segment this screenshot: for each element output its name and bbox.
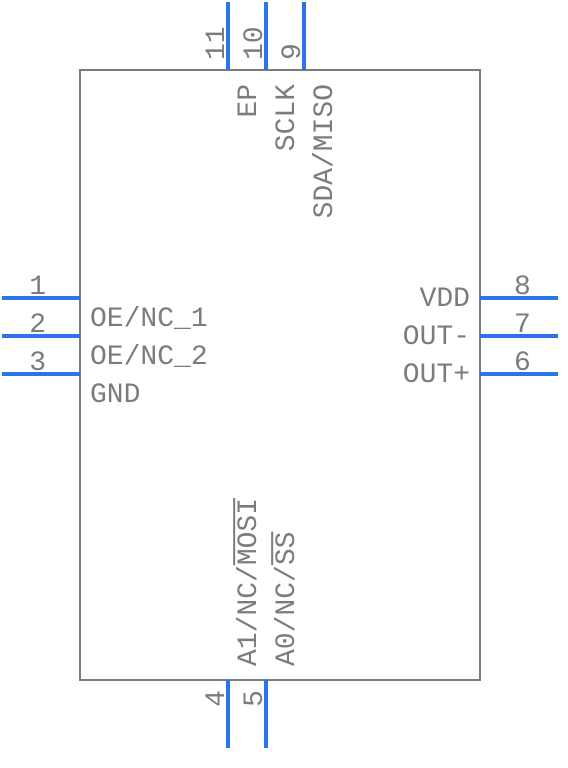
pin-label-2: OE/NC_2 <box>90 342 208 373</box>
pin-label-group-4: A1/NC/MOSI <box>234 498 265 666</box>
pin-number-5: 5 <box>240 690 271 707</box>
pin-number-4: 4 <box>202 690 233 707</box>
pin-label-8: VDD <box>420 284 470 315</box>
pin-label-9: SDA/MISO <box>310 84 341 218</box>
pin-number-9: 9 <box>278 43 309 60</box>
pin-label-5: A0/NC/SS <box>272 532 303 666</box>
pin-number-10: 10 <box>240 26 271 60</box>
pin-number-6: 6 <box>514 348 531 379</box>
pin-label-10: SCLK <box>272 84 303 151</box>
pin-label-group-5: A0/NC/SS <box>272 532 303 666</box>
pin-number-2: 2 <box>29 310 46 341</box>
pin-label-11: EP <box>234 84 265 118</box>
pin-number-3: 3 <box>29 348 46 379</box>
pin-label-4: A1/NC/MOSI <box>234 498 265 666</box>
pin-label-7: OUT- <box>403 322 470 353</box>
pin-number-7: 7 <box>514 310 531 341</box>
pin-number-1: 1 <box>29 272 46 303</box>
pin-label-6: OUT+ <box>403 360 470 391</box>
pin-number-11: 11 <box>202 26 233 60</box>
pin-label-3: GND <box>90 380 140 411</box>
pin-label-1: OE/NC_1 <box>90 304 208 335</box>
pin-number-8: 8 <box>514 272 531 303</box>
